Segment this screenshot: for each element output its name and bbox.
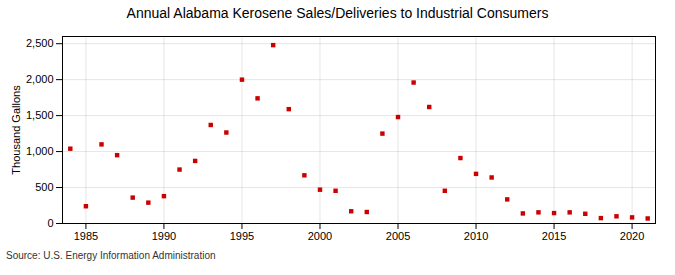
svg-text:2005: 2005 <box>386 230 410 242</box>
svg-text:0: 0 <box>47 217 53 229</box>
html-text:Source: U.S. Energy Informatio: Source: U.S. Energy Information Administ… <box>6 250 216 261</box>
svg-text:1995: 1995 <box>230 230 254 242</box>
svg-text:2,500: 2,500 <box>26 37 54 49</box>
svg-text:Thousand Gallons: Thousand Gallons <box>10 85 22 175</box>
svg-text:1,000: 1,000 <box>26 145 54 157</box>
svg-text:1990: 1990 <box>152 230 176 242</box>
svg-text:2015: 2015 <box>542 230 566 242</box>
svg-text:1,500: 1,500 <box>26 109 54 121</box>
svg-text:2020: 2020 <box>620 230 644 242</box>
svg-text:2,000: 2,000 <box>26 73 54 85</box>
svg-text:2010: 2010 <box>464 230 488 242</box>
svg-text:1985: 1985 <box>74 230 98 242</box>
html-text:Annual Alabama Kerosene Sales/: Annual Alabama Kerosene Sales/Deliveries… <box>126 5 549 21</box>
svg-text:2000: 2000 <box>308 230 332 242</box>
svg-text:500: 500 <box>35 181 53 193</box>
